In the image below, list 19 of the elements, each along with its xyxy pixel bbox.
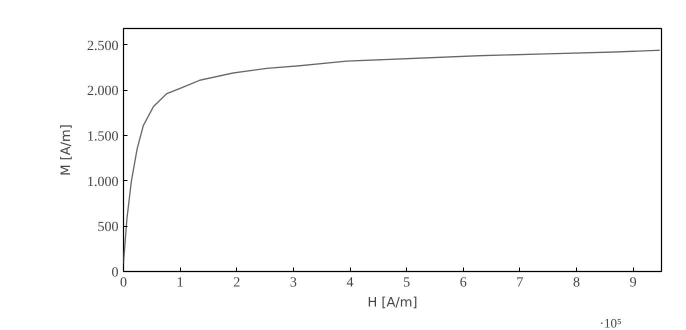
x-tick-label: 8 bbox=[573, 276, 580, 290]
y-tick-label: 0 bbox=[112, 266, 118, 280]
text: ·10⁵ bbox=[600, 316, 622, 330]
y-tick-label: 1.000 bbox=[87, 174, 118, 190]
x-tick-label: 6 bbox=[460, 276, 467, 290]
y-tick-label: 1.500 bbox=[87, 129, 118, 144]
x-tick-label: 1 bbox=[176, 276, 184, 290]
x-tick-label: 2 bbox=[233, 276, 240, 290]
x-tick-label: 3 bbox=[290, 276, 297, 290]
x-axis-title: H [A/m] bbox=[368, 296, 418, 310]
y-tick-label: 2.000 bbox=[87, 84, 118, 100]
y-tick-label: 500 bbox=[98, 220, 118, 236]
line-series bbox=[124, 50, 660, 264]
x-tick-label: 5 bbox=[403, 276, 410, 290]
x-tick-label: 4 bbox=[346, 276, 354, 290]
y-tick-label: 2.500 bbox=[87, 38, 118, 54]
x-tick-label: 7 bbox=[516, 276, 524, 290]
x-tick-label: 9 bbox=[630, 276, 637, 290]
y-axis-title: M [A/m] bbox=[59, 124, 74, 176]
